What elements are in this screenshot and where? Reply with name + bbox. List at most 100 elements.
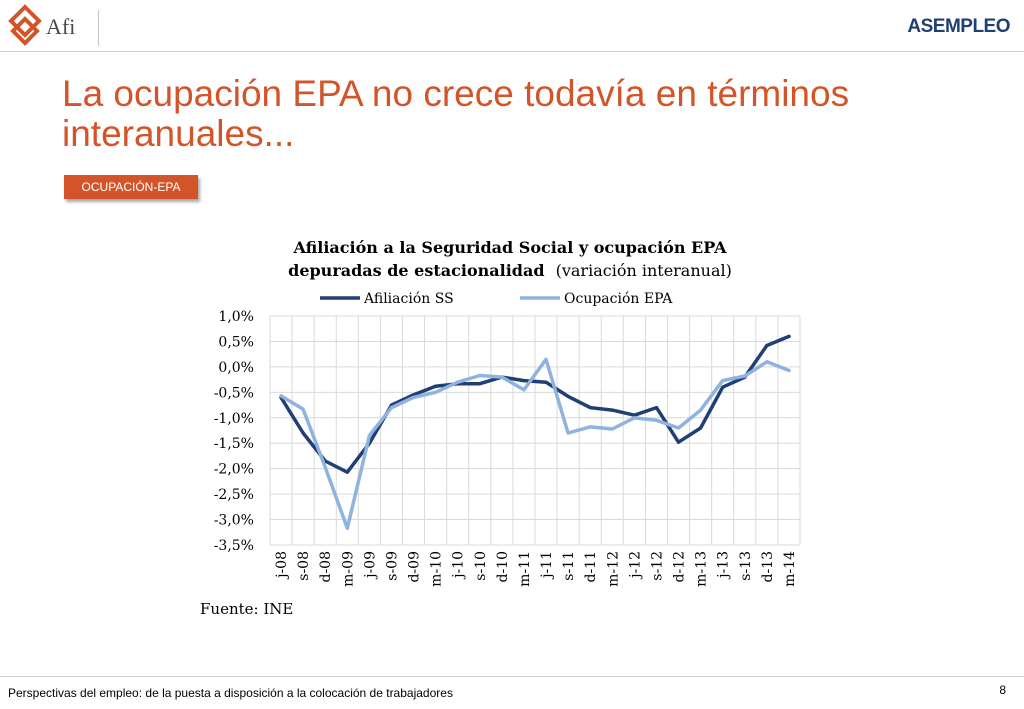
data-point <box>787 368 791 373</box>
data-point <box>743 374 747 378</box>
y-axis: 1,0% 0,5% 0,0% -0,5% -1,0% -1,5% -2,0% -2,5% -3,… <box>214 309 254 554</box>
y-tick-label: -2,5% <box>214 487 254 503</box>
y-tick-label: -0,5% <box>214 385 254 401</box>
legend-label: Ocupación EPA <box>564 291 673 307</box>
data-point <box>699 426 703 430</box>
x-tick-label: s-09 <box>384 551 400 581</box>
data-point <box>588 425 592 429</box>
logo-divider <box>98 10 99 46</box>
x-tick-label: s-12 <box>649 551 665 581</box>
data-point <box>434 384 438 388</box>
data-point <box>456 380 460 384</box>
y-tick-label: -1,0% <box>214 411 254 427</box>
data-point <box>632 416 636 420</box>
footer-text: Perspectivas del empleo: de la puesta a … <box>8 686 453 700</box>
data-point <box>323 465 327 469</box>
chart-series <box>279 334 791 530</box>
data-point <box>610 427 614 431</box>
x-axis: j-08 s-08 d-08 m-09 j-09 s-09 d-09 m-10 j-10 s-10… <box>274 551 798 587</box>
data-point <box>721 385 725 389</box>
page-number: 8 <box>999 683 1006 697</box>
series-line <box>279 357 791 530</box>
x-tick-label: d-12 <box>672 551 688 583</box>
data-point <box>787 334 791 338</box>
chart-subtitle-bold: depuradas de estacionalidad <box>288 261 544 280</box>
chart-gridlines <box>269 315 801 546</box>
x-tick-label: m-11 <box>517 551 533 587</box>
afi-logo-icon <box>8 4 42 46</box>
asempleo-logo: ASEMPLEO <box>907 16 1010 37</box>
slide-title: La ocupación EPA no crece todavía en tér… <box>62 73 850 154</box>
data-point <box>676 440 681 444</box>
x-tick-label: m-10 <box>429 551 445 587</box>
data-point <box>676 426 681 430</box>
data-point <box>654 406 659 410</box>
y-tick-label: 1,0% <box>218 309 254 325</box>
afi-logo-text: Afi <box>46 14 76 39</box>
chart-subtitle-normal: (variación interanual) <box>556 261 732 280</box>
x-tick-label: s-11 <box>561 551 577 581</box>
data-point <box>345 526 349 530</box>
data-point <box>566 431 570 435</box>
chart-title: Afiliación a la Seguridad Social y ocupa… <box>292 238 727 257</box>
data-point <box>345 470 349 474</box>
x-tick-label: s-10 <box>473 551 489 581</box>
data-point <box>765 343 769 348</box>
line-chart: Afiliación a la Seguridad Social y ocupa… <box>200 238 801 618</box>
x-tick-label: d-11 <box>583 551 599 583</box>
x-tick-label: d-08 <box>318 551 334 583</box>
chart-source: Fuente: INE <box>200 600 293 618</box>
data-point <box>411 395 416 400</box>
footer-divider <box>0 676 1024 677</box>
data-point <box>765 360 769 364</box>
x-tick-label: s-13 <box>738 551 754 581</box>
data-point <box>610 408 614 412</box>
x-tick-label: j-10 <box>451 551 467 580</box>
data-point <box>522 388 526 392</box>
data-point <box>654 418 659 422</box>
data-point <box>699 408 703 412</box>
data-point <box>544 357 548 361</box>
x-tick-label: j-08 <box>274 551 290 580</box>
header: Afi ASEMPLEO <box>0 0 1024 52</box>
data-point <box>544 380 548 384</box>
data-point <box>389 406 394 410</box>
data-point <box>367 433 371 438</box>
data-point <box>301 431 305 435</box>
data-point <box>522 379 526 383</box>
legend-label: Afiliación SS <box>363 291 454 307</box>
data-point <box>301 407 305 411</box>
data-point <box>721 379 725 383</box>
x-tick-label: d-10 <box>495 551 511 583</box>
chart-subtitle: depuradas de estacionalidad (variación i… <box>288 261 732 280</box>
y-tick-label: 0,5% <box>218 334 254 350</box>
x-tick-label: m-13 <box>694 551 710 587</box>
afi-logo: Afi <box>6 4 106 48</box>
y-tick-label: 0,0% <box>218 360 254 376</box>
x-tick-label: m-12 <box>605 551 621 587</box>
data-point <box>279 394 283 398</box>
header-divider <box>0 51 1024 52</box>
x-tick-label: j-12 <box>627 551 643 580</box>
x-tick-label: d-13 <box>760 551 776 583</box>
y-tick-label: -2,0% <box>214 462 254 478</box>
data-point <box>434 390 438 394</box>
data-point <box>478 382 482 386</box>
x-tick-label: d-09 <box>407 551 423 583</box>
x-tick-label: j-13 <box>716 551 732 580</box>
x-tick-label: m-09 <box>340 551 356 587</box>
data-point <box>566 394 570 399</box>
y-tick-label: -3,5% <box>214 538 254 554</box>
x-tick-label: m-14 <box>782 551 798 587</box>
section-tag: OCUPACIÓN-EPA <box>64 175 198 199</box>
y-tick-label: -3,0% <box>214 513 254 529</box>
x-tick-label: s-08 <box>296 551 312 581</box>
y-tick-label: -1,5% <box>214 436 254 452</box>
chart-legend: Afiliación SS Ocupación EPA <box>320 291 673 307</box>
x-tick-label: j-09 <box>362 551 378 580</box>
data-point <box>632 413 636 417</box>
data-point <box>478 373 482 378</box>
data-point <box>588 406 592 410</box>
data-point <box>500 375 504 379</box>
x-tick-label: j-11 <box>539 551 555 580</box>
